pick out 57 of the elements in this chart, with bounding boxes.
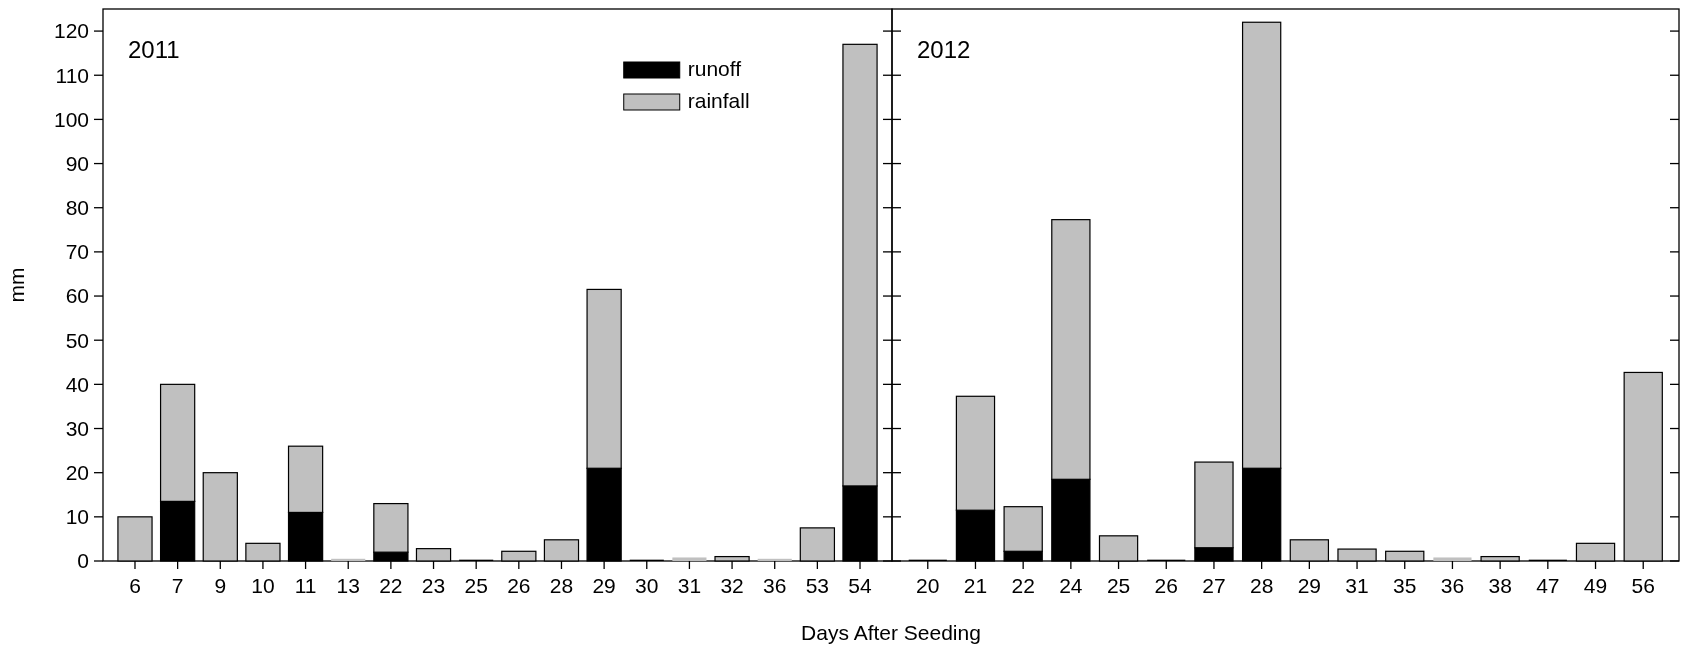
y-tick-label: 40 (65, 372, 89, 396)
legend-label: rainfall (687, 89, 750, 112)
x-tick-label: 49 (1583, 574, 1608, 597)
x-tick-label: 13 (336, 574, 360, 597)
bar (1433, 557, 1472, 561)
x-tick-label: 22 (379, 574, 403, 597)
x-tick-label: 26 (1154, 574, 1178, 597)
bar (672, 557, 707, 561)
x-tick-label: 31 (1345, 574, 1369, 597)
y-tick-label: 30 (65, 416, 89, 440)
x-tick-label: 22 (1011, 574, 1035, 597)
x-tick-label: 26 (507, 574, 531, 597)
x-tick-label: 38 (1488, 574, 1512, 597)
x-tick-label: 56 (1631, 574, 1655, 597)
x-tick-label: 25 (464, 574, 488, 597)
x-tick-label: 6 (129, 574, 141, 597)
x-tick-label: 31 (677, 574, 702, 597)
x-tick-label: 47 (1536, 574, 1560, 597)
x-tick-label: 28 (549, 574, 574, 597)
legend-label: runoff (687, 57, 742, 80)
x-tick-label: 27 (1202, 574, 1226, 597)
x-tick-label: 11 (294, 574, 317, 597)
x-axis-title: Days After Seeding (801, 621, 981, 644)
x-tick-label: 20 (916, 574, 940, 597)
x-tick-label: 30 (635, 574, 659, 597)
y-tick-label: 70 (65, 240, 89, 264)
x-tick-label: 35 (1393, 574, 1417, 597)
annotation: 2011 (128, 36, 180, 63)
x-tick-label: 29 (592, 574, 616, 597)
annotation: 2012 (917, 36, 971, 63)
x-tick-label: 24 (1059, 574, 1083, 597)
y-tick-label: 110 (55, 63, 89, 87)
x-tick-label: 10 (251, 574, 275, 597)
x-tick-label: 9 (214, 574, 227, 597)
x-tick-label: 21 (963, 574, 988, 597)
x-tick-label: 7 (171, 574, 184, 597)
x-tick-label: 53 (805, 574, 830, 597)
y-tick-label: 60 (65, 284, 89, 308)
bar (757, 558, 792, 561)
x-tick-label: 32 (720, 574, 744, 597)
x-tick-label: 23 (421, 574, 446, 597)
x-tick-label: 36 (1440, 574, 1465, 597)
y-tick-label: 0 (77, 549, 89, 573)
y-tick-label: 120 (53, 19, 89, 43)
bar (331, 558, 366, 561)
y-tick-label: 80 (65, 196, 89, 220)
y-tick-label: 50 (65, 328, 89, 352)
x-tick-label: 54 (848, 574, 873, 597)
x-tick-label: 25 (1106, 574, 1131, 597)
y-tick-label: 20 (65, 461, 89, 485)
x-tick-label: 36 (763, 574, 787, 597)
y-tick-label: 90 (65, 151, 89, 175)
y-axis-title: mm (5, 267, 28, 303)
y-tick-label: 10 (65, 505, 89, 529)
y-tick-label: 100 (53, 107, 89, 131)
x-tick-label: 28 (1249, 574, 1274, 597)
x-tick-label: 29 (1297, 574, 1322, 597)
